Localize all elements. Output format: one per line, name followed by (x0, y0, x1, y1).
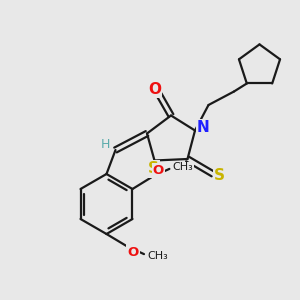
Text: O: O (127, 245, 139, 259)
Text: O: O (148, 82, 161, 97)
Text: CH₃: CH₃ (172, 162, 193, 172)
Text: O: O (153, 164, 164, 178)
Text: CH₃: CH₃ (147, 250, 168, 261)
Text: S: S (214, 168, 225, 183)
Text: N: N (197, 120, 210, 135)
Text: S: S (148, 161, 158, 176)
Text: H: H (101, 138, 111, 151)
